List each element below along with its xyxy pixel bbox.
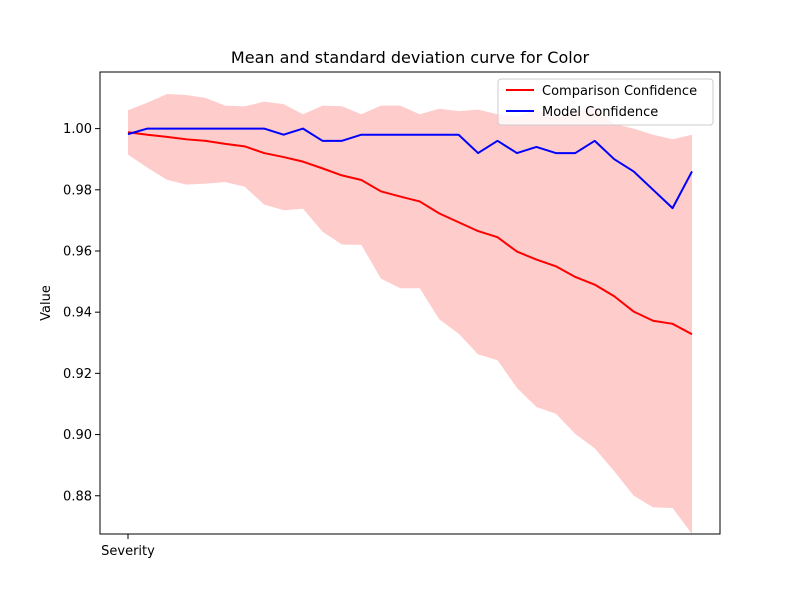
y-tick-label: 0.90 [63, 428, 92, 443]
chart-title: Mean and standard deviation curve for Co… [231, 48, 590, 67]
y-axis-label: Value [39, 285, 54, 321]
y-tick-label: 0.96 [63, 244, 92, 259]
legend-box [497, 78, 714, 126]
y-tick-label: 0.92 [63, 367, 92, 382]
plot-area: 0.88 0.90 0.92 0.94 0.96 0.98 1.00 Severity [63, 94, 693, 559]
std-band-comparison-confidence [128, 94, 692, 534]
y-tick-label: 0.94 [63, 306, 92, 321]
y-tick-label: 0.88 [63, 489, 92, 504]
y-tick-label: 0.98 [63, 183, 92, 198]
legend-label-model-confidence: Model Confidence [542, 105, 658, 120]
plot-frame [99, 71, 721, 535]
series-line-model-confidence [127, 127, 693, 210]
legend: Comparison Confidence Model Confidence [497, 78, 714, 126]
series-line-comparison-confidence [127, 131, 693, 336]
legend-label-comparison-confidence: Comparison Confidence [542, 84, 697, 99]
y-tick-label: 1.00 [63, 122, 92, 137]
x-tick-label: Severity [101, 544, 155, 559]
